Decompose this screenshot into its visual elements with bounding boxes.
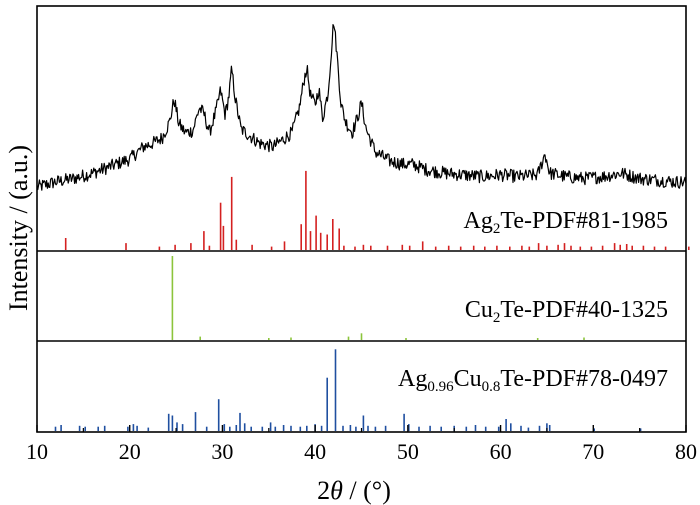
panel-label-part: 2 xyxy=(493,221,501,237)
x-axis-label-prefix: 2 xyxy=(317,476,330,505)
x-axis-label: 2θ / (°) xyxy=(317,476,391,505)
panel-agcute: Ag0.96Cu0.8Te-PDF#78-0497 xyxy=(54,349,668,431)
x-tick-label-60: 60 xyxy=(490,439,512,464)
panel-ag2te: Ag2Te-PDF#81-1985 xyxy=(36,24,690,250)
panel-label-part: 0.8 xyxy=(482,379,501,395)
panel-label-part: Cu xyxy=(465,297,493,323)
x-axis-label-symbol: θ xyxy=(330,476,343,505)
x-tick-label-70: 70 xyxy=(582,439,604,464)
x-axis-label-suffix: / (°) xyxy=(343,476,391,505)
panel-label-part: Te-PDF#78-0497 xyxy=(500,366,668,392)
panel-label-cu2te: Cu2Te-PDF#40-1325 xyxy=(465,297,668,326)
panel-label-part: 0.96 xyxy=(427,379,454,395)
panel-label-part: 2 xyxy=(493,310,501,326)
x-tick-label-80: 80 xyxy=(675,439,697,464)
panel-label-agcute: Ag0.96Cu0.8Te-PDF#78-0497 xyxy=(398,366,668,395)
x-tick-label-20: 20 xyxy=(119,439,141,464)
x-tick-label-30: 30 xyxy=(211,439,233,464)
panel-cu2te: Cu2Te-PDF#40-1325 xyxy=(171,256,668,340)
panel-label-part: Cu xyxy=(454,366,482,392)
x-tick-label-10: 10 xyxy=(26,439,48,464)
panel-label-part: Ag xyxy=(398,366,427,392)
measured-xrd-pattern xyxy=(36,24,687,191)
x-axis-ticks: 10 20 30 40 50 60 70 80 xyxy=(26,425,697,464)
panel-label-part: Te-PDF#40-1325 xyxy=(500,297,668,323)
x-tick-label-50: 50 xyxy=(397,439,419,464)
panel-label-part: Ag xyxy=(464,208,493,234)
panel-layers: Ag2Te-PDF#81-1985Cu2Te-PDF#40-1325Ag0.96… xyxy=(36,24,690,431)
panel-label-ag2te: Ag2Te-PDF#81-1985 xyxy=(464,208,669,237)
panel-label-part: Te-PDF#81-1985 xyxy=(500,208,668,234)
y-axis-label: Intensity / (a.u.) xyxy=(4,145,33,311)
x-tick-label-40: 40 xyxy=(304,439,326,464)
